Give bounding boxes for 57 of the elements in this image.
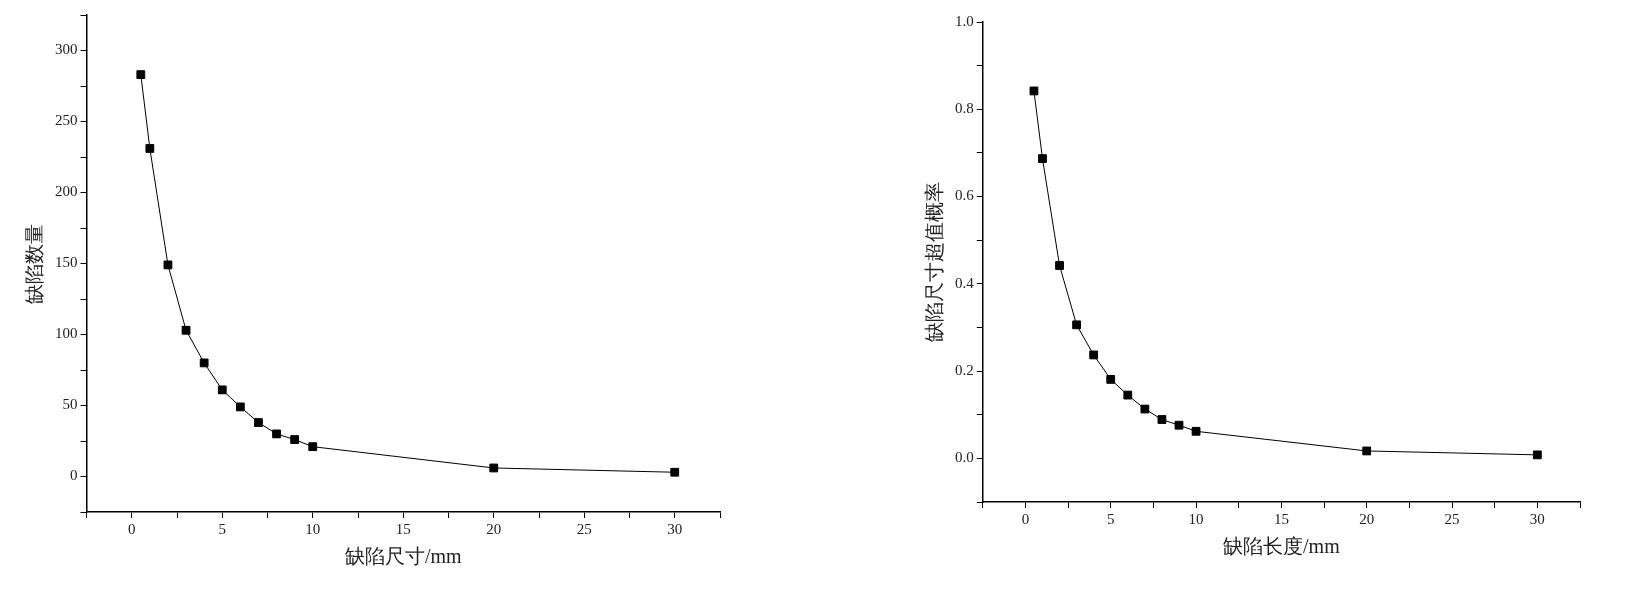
point bbox=[1157, 415, 1167, 424]
x-axis-title: 缺陷长度/mm bbox=[1223, 535, 1341, 558]
x-tick-label: 20 bbox=[1359, 510, 1375, 527]
point bbox=[489, 463, 499, 473]
point bbox=[272, 429, 281, 439]
y-tick-label: 150 bbox=[55, 254, 78, 271]
y-tick-label: 1.0 bbox=[955, 12, 974, 29]
y-axis-title: 缺陷尺寸超值概率 bbox=[923, 182, 946, 342]
point bbox=[1123, 390, 1133, 400]
point bbox=[1140, 404, 1150, 414]
y-tick-label: 250 bbox=[55, 112, 78, 129]
x-tick-label: 10 bbox=[1188, 510, 1204, 527]
point bbox=[290, 435, 300, 444]
x-tick-label: 25 bbox=[1444, 510, 1460, 527]
point bbox=[670, 467, 680, 477]
x-axis-title: 缺陷尺寸/mm bbox=[344, 545, 463, 568]
point bbox=[1055, 261, 1064, 270]
y-tick-label: 300 bbox=[55, 41, 78, 58]
point bbox=[308, 442, 318, 452]
x-tick-label: 10 bbox=[305, 520, 321, 537]
x-tick-label: 0 bbox=[1021, 510, 1030, 527]
point bbox=[1072, 320, 1081, 330]
y-tick-label: 0.0 bbox=[955, 449, 974, 466]
point bbox=[254, 418, 263, 427]
x-tick-label: 30 bbox=[1529, 510, 1545, 527]
point bbox=[1532, 450, 1542, 460]
y-axis-title: 缺陷数量 bbox=[23, 223, 46, 304]
point bbox=[217, 385, 227, 395]
y-tick-label: 0.6 bbox=[955, 187, 975, 204]
point bbox=[181, 325, 191, 335]
y-tick-label: 100 bbox=[55, 325, 78, 342]
y-tick-label: 50 bbox=[62, 396, 78, 413]
point bbox=[1029, 86, 1039, 96]
y-tick-label: 0 bbox=[70, 467, 78, 484]
x-tick-label: 5 bbox=[218, 520, 226, 537]
y-tick-label: 0.4 bbox=[955, 274, 975, 291]
point bbox=[163, 260, 173, 270]
point bbox=[1089, 350, 1099, 360]
point bbox=[1038, 154, 1047, 163]
point bbox=[1191, 426, 1201, 436]
x-tick-label: 0 bbox=[128, 520, 136, 537]
point bbox=[235, 402, 245, 412]
y-tick-label: 0.2 bbox=[955, 362, 974, 379]
point bbox=[1362, 446, 1372, 456]
point bbox=[199, 358, 209, 368]
point bbox=[136, 70, 146, 80]
point bbox=[1106, 374, 1116, 384]
x-tick-label: 15 bbox=[1273, 510, 1289, 527]
y-tick-label: 200 bbox=[55, 183, 78, 200]
x-tick-label: 15 bbox=[395, 520, 411, 537]
y-tick-label: 0.8 bbox=[955, 100, 974, 117]
x-tick-label: 5 bbox=[1106, 510, 1115, 527]
point bbox=[1174, 420, 1184, 430]
point bbox=[145, 144, 155, 153]
x-tick-label: 25 bbox=[576, 520, 592, 537]
x-tick-label: 30 bbox=[667, 520, 683, 537]
x-tick-label: 20 bbox=[486, 520, 502, 537]
